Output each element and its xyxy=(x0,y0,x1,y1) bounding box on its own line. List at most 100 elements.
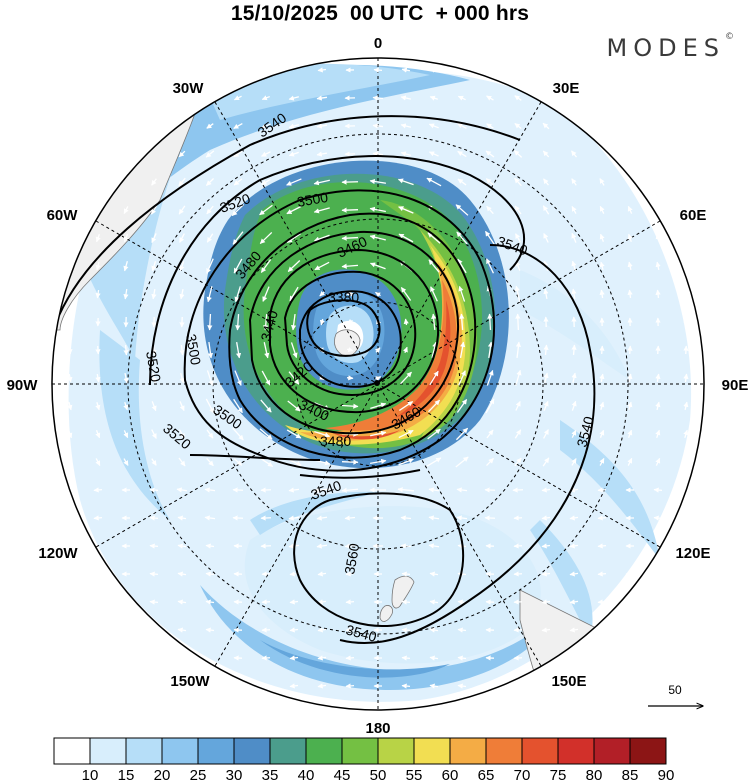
wind-vector xyxy=(571,288,577,300)
wind-vector xyxy=(317,571,327,577)
contour-3480 xyxy=(228,212,477,459)
wind-vector xyxy=(345,655,355,661)
contour-label: 3380 xyxy=(328,289,359,305)
colorbar-swatch xyxy=(89,737,127,765)
lon-label-0: 0 xyxy=(374,35,382,52)
wind-vector xyxy=(205,398,215,414)
wind-vector xyxy=(290,313,297,331)
wind-vector xyxy=(67,345,73,355)
wind-vector xyxy=(177,571,187,577)
wind-vector xyxy=(515,369,522,386)
wind-vector xyxy=(514,205,522,215)
wind-vector xyxy=(457,95,466,101)
wind-vector xyxy=(289,286,299,302)
wind-vector xyxy=(206,429,214,439)
wind-vector xyxy=(233,458,243,466)
wind-vector xyxy=(627,289,633,299)
wind-vector xyxy=(317,627,327,633)
wind-vector xyxy=(655,233,661,243)
colorbar-label: 75 xyxy=(550,767,567,782)
wind-vector xyxy=(261,151,271,157)
wind-vector xyxy=(313,487,331,494)
wind-vector xyxy=(95,430,101,439)
wind-vector xyxy=(316,151,328,157)
wind-vector xyxy=(457,258,467,274)
brand-text: MODES xyxy=(606,34,725,62)
wind-vector xyxy=(179,344,185,356)
wind-vector xyxy=(151,178,157,186)
wind-vector xyxy=(149,487,159,493)
wind-vector xyxy=(288,151,299,157)
wind-vector xyxy=(206,286,213,303)
wind-vector xyxy=(313,179,330,186)
wind-vector xyxy=(627,429,633,438)
pole-marker xyxy=(374,380,380,386)
wind-vector xyxy=(233,150,243,158)
wind-vector xyxy=(207,313,213,331)
colorbar-swatch xyxy=(557,737,595,765)
wind-vector xyxy=(431,341,438,358)
wind-vector xyxy=(569,543,579,549)
wind-vector xyxy=(317,655,327,661)
wind-vector xyxy=(123,458,129,466)
reference-vector-value: 50 xyxy=(668,683,682,697)
wind-vector xyxy=(93,515,103,521)
colorbar-swatch xyxy=(233,737,271,765)
wind-vector xyxy=(233,95,242,101)
wind-vector xyxy=(543,344,549,356)
wind-vector xyxy=(67,458,73,467)
wind-vector xyxy=(429,370,439,386)
contour-3440 xyxy=(269,248,440,414)
wind-vector xyxy=(457,123,467,129)
wind-vector xyxy=(204,515,216,521)
colorbar-label: 40 xyxy=(298,767,315,782)
wind-vector xyxy=(316,95,328,101)
wind-vector xyxy=(403,318,409,326)
wind-vector xyxy=(206,258,214,274)
wind-vector xyxy=(261,370,271,386)
wind-vector xyxy=(206,233,214,243)
wind-vector xyxy=(289,683,299,689)
wind-vector xyxy=(205,627,215,633)
colorbar-label: 55 xyxy=(406,767,423,782)
wind-vector xyxy=(514,122,522,130)
wind-vector xyxy=(459,341,466,358)
wind-vectors xyxy=(67,67,689,689)
wind-vector xyxy=(263,313,269,331)
wind-vector xyxy=(369,262,386,270)
wind-vector xyxy=(543,372,549,384)
wind-vector xyxy=(234,286,241,303)
colorbar-swatch xyxy=(197,737,235,765)
wind-vector xyxy=(176,487,188,493)
wind-vector xyxy=(341,207,359,213)
colorbar-label: 25 xyxy=(190,767,207,782)
wind-vector xyxy=(205,178,215,186)
wind-vector xyxy=(571,458,577,466)
wind-vector xyxy=(457,599,467,605)
wind-vector xyxy=(151,261,157,272)
wind-vector xyxy=(260,259,272,273)
wind-vector xyxy=(514,429,522,439)
contour-3560 xyxy=(293,492,465,628)
wind-vector xyxy=(655,401,661,411)
wind-vector xyxy=(484,230,496,245)
wind-vector xyxy=(428,543,440,549)
wind-vector xyxy=(398,206,414,214)
colorbar-swatch xyxy=(521,737,559,765)
wind-vector xyxy=(599,178,605,186)
wind-vector xyxy=(486,369,494,386)
wind-vector xyxy=(374,347,381,353)
wind-vector xyxy=(316,123,328,129)
wind-vector xyxy=(599,205,605,214)
wind-vector xyxy=(486,123,494,129)
wind-vector xyxy=(599,373,605,383)
contour-label: 3520 xyxy=(143,350,164,384)
wind-vector xyxy=(373,67,383,73)
wind-vector xyxy=(313,207,330,214)
wind-vector xyxy=(93,487,103,493)
colorbar-label: 15 xyxy=(118,767,135,782)
wind-vector xyxy=(456,487,468,493)
wind-vector xyxy=(429,683,439,689)
wind-vector xyxy=(429,67,439,73)
wind-vector xyxy=(597,487,607,493)
